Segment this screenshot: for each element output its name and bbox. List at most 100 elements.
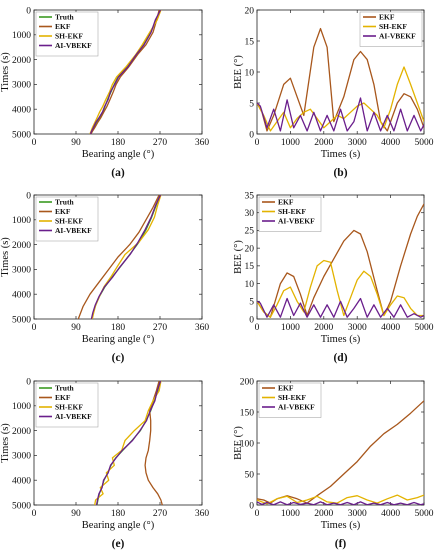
x-tick-label: 4000 [381,509,400,519]
x-tick-label: 90 [71,509,81,519]
y-tick-label: 0 [26,191,31,201]
y-tick-label: 35 [245,191,255,201]
chart-panel-6: 0 1000 2000 3000 4000 5000 0 50 100 150 200 Times (… [233,377,434,550]
legend-box [35,11,99,57]
x-axis-label: Bearing angle (°) [82,520,155,531]
series-group [257,400,424,505]
legend-label: Truth [55,198,74,207]
x-axis-label: Bearing angle (°) [82,334,155,345]
legend-label: Truth [55,384,74,393]
y-axis-label: Times (s) [0,52,11,92]
chart-panel-4: 0 1000 2000 3000 4000 5000 0 5 10 15 20 25 30 35 Times… [233,191,434,364]
y-tick-label: 2000 [12,56,31,66]
panel-caption: (d) [333,352,347,364]
x-tick-label: 3000 [348,138,367,148]
x-tick-label: 0 [255,323,260,333]
legend-label: SH-EKF [55,217,83,226]
panel-caption: (b) [333,167,347,179]
panel-caption: (a) [111,167,125,179]
y-tick-label: 5 [249,298,254,308]
x-axis-label: Times (s) [321,149,361,160]
y-tick-label: 10 [245,68,255,78]
y-axis-label: BEE (°) [233,55,244,89]
series-line-ekf [77,195,160,319]
series-line-sh-ekf [257,259,424,318]
x-tick-label: 2000 [314,509,333,519]
x-tick-label: 1000 [281,138,300,148]
series-line-sh-ekf [257,494,424,505]
legend-label: AI-VBEKF [55,41,92,50]
chart-panel-5: 0 90 180 270 360 0 1000 2000 3000 4000 5000 Bearing… [0,377,209,550]
x-axis-label: Times (s) [321,520,361,531]
x-tick-label: 180 [111,138,126,148]
x-tick-label: 360 [195,138,210,148]
y-tick-label: 0 [249,501,254,511]
series-line-sh-ekf [94,381,162,505]
series-line-ekf [90,10,160,134]
series-line-sh-ekf [91,195,162,319]
y-tick-label: 5000 [12,130,31,140]
x-tick-label: 90 [71,138,81,148]
x-tick-label: 1000 [281,323,300,333]
x-tick-label: 1000 [281,509,300,519]
legend-label: SH-EKF [379,22,407,31]
legend-label: EKF [55,207,71,216]
y-tick-label: 4000 [12,106,31,116]
legend-box [35,382,99,428]
chart-panel-3: 0 90 180 270 360 0 1000 2000 3000 4000 5000 Bearing… [0,191,209,364]
panel-caption: (e) [112,538,125,550]
series-line-ekf [257,27,424,132]
x-tick-label: 0 [32,138,37,148]
x-tick-label: 270 [153,138,168,148]
legend-label: EKF [55,393,71,402]
y-tick-label: 150 [240,408,255,418]
legend-label: SH-EKF [55,403,83,412]
series-group [77,195,162,319]
y-tick-label: 0 [249,315,254,325]
y-tick-label: 15 [245,37,255,47]
x-tick-label: 270 [153,323,168,333]
legend-label: AI-VBEKF [278,217,315,226]
y-axis-label: BEE (°) [233,240,244,274]
y-axis-label: BEE (°) [233,426,244,460]
legend-label: AI-VBEKF [55,412,92,421]
chart-panel-2: 0 1000 2000 3000 4000 5000 0 5 10 15 20 Times (s) BE… [233,6,434,179]
y-tick-label: 15 [245,262,255,272]
legend-label: Truth [55,13,74,22]
legend-label: EKF [55,22,71,31]
series-line-ai-vbekf [257,501,424,505]
x-tick-label: 180 [111,323,126,333]
y-tick-label: 100 [240,439,255,449]
series-line-ai-vbekf [257,97,424,132]
x-axis-label: Times (s) [321,334,361,345]
series-line-ai-vbekf [90,195,162,319]
chart-panel-1: 0 90 180 270 360 0 1000 2000 3000 4000 5000 Bearing… [0,6,209,179]
y-tick-label: 1000 [12,402,31,412]
y-tick-label: 200 [240,377,255,387]
legend-box [35,196,99,242]
y-tick-label: 20 [245,244,255,254]
x-tick-label: 0 [32,509,37,519]
legend-label: SH-EKF [278,393,306,402]
legend-label: EKF [278,384,294,393]
y-tick-label: 1000 [12,31,31,41]
x-tick-label: 5000 [415,323,434,333]
series-line-ai-vbekf [257,297,424,318]
y-tick-label: 20 [245,6,255,16]
y-tick-label: 1000 [12,216,31,226]
series-group [89,10,162,134]
x-tick-label: 3000 [348,323,367,333]
series-line-ai-vbekf [95,381,162,505]
y-tick-label: 3000 [12,452,31,462]
y-tick-label: 3000 [12,266,31,276]
y-tick-label: 25 [245,227,255,237]
plot-frame [256,194,425,320]
y-tick-label: 0 [249,130,254,140]
series-group [257,27,424,132]
y-tick-label: 5 [249,99,254,109]
y-tick-label: 4000 [12,291,31,301]
legend-label: EKF [379,13,395,22]
